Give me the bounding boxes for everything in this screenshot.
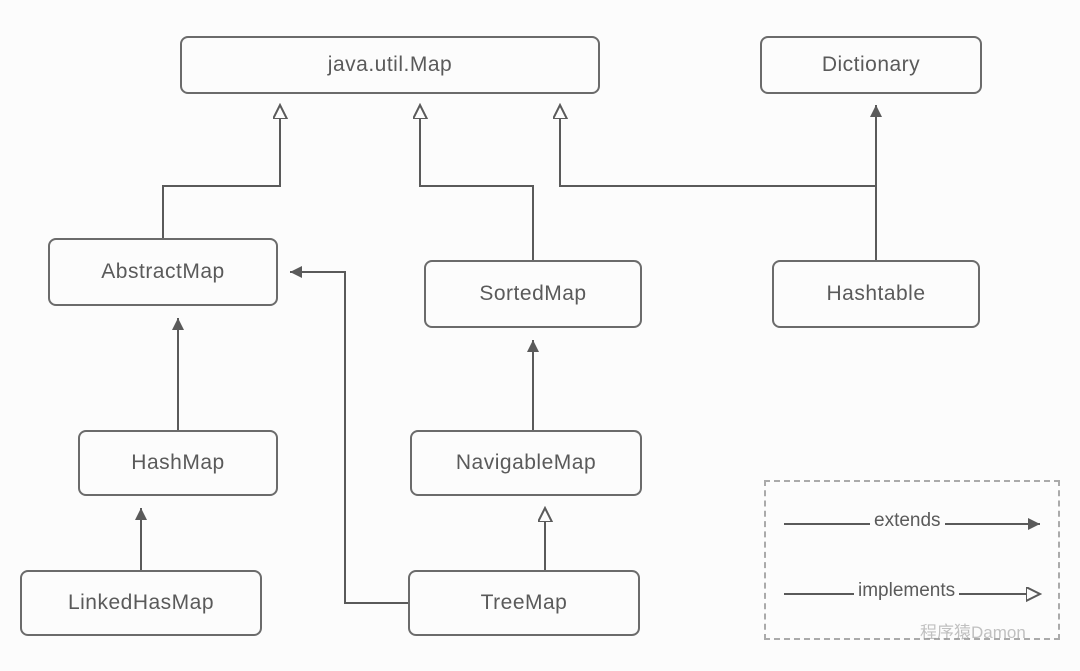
edge-hashtable-to-map [560,105,876,260]
node-label: Hashtable [826,282,925,306]
node-map: java.util.Map [180,36,600,94]
legend-label-implements: implements [854,580,959,602]
node-label: NavigableMap [456,451,596,475]
edge-treemap-to-abstractmap [290,272,408,603]
node-label: AbstractMap [101,260,224,284]
node-dictionary: Dictionary [760,36,982,94]
node-navigablemap: NavigableMap [410,430,642,496]
node-label: SortedMap [479,282,586,306]
legend-label-extends: extends [870,510,945,532]
node-hashtable: Hashtable [772,260,980,328]
node-treemap: TreeMap [408,570,640,636]
node-linkedhashmap: LinkedHasMap [20,570,262,636]
legend-box [764,480,1060,640]
node-sortedmap: SortedMap [424,260,642,328]
edge-sortedmap-to-map [420,105,533,260]
node-label: java.util.Map [328,53,452,77]
class-hierarchy-diagram: java.util.Map Dictionary AbstractMap Sorted… [0,0,1080,671]
node-label: TreeMap [481,591,568,615]
edge-abstractmap-to-map [163,105,280,238]
node-hashmap: HashMap [78,430,278,496]
node-abstractmap: AbstractMap [48,238,278,306]
node-label: HashMap [131,451,224,475]
watermark-text: 程序猿Damon [920,618,1026,643]
node-label: Dictionary [822,53,920,77]
node-label: LinkedHasMap [68,591,214,615]
